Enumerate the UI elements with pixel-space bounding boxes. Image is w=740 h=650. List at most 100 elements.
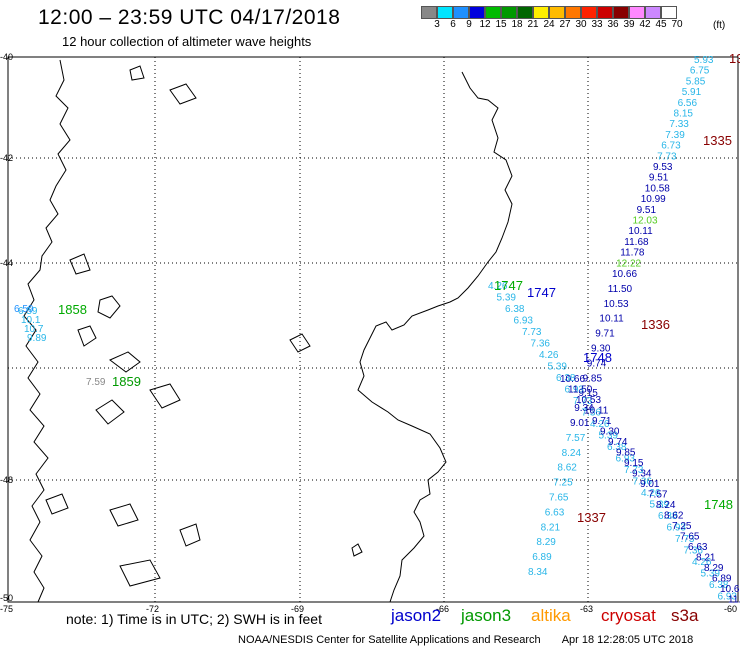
track-value: 9.71 <box>592 416 612 427</box>
colorbar-label: 30 <box>575 19 587 30</box>
track-value: 8.21 <box>696 553 716 564</box>
track-value: 9.01 <box>570 418 590 429</box>
colorbar-label: 42 <box>639 19 651 30</box>
track-value: 12.22 <box>616 258 641 269</box>
mission-altika: altika <box>531 606 571 625</box>
track-value: 4.26 <box>488 281 508 292</box>
track-value: 8.24 <box>562 448 582 459</box>
track-value: 9.74 <box>587 358 607 369</box>
track-value: 9.89 <box>27 333 47 344</box>
track-value: 10.1 <box>21 315 41 326</box>
track-value: 10.66 <box>560 374 585 385</box>
track-value: 7.36 <box>531 339 551 350</box>
colorbar-swatch <box>597 6 613 19</box>
track-value: 9.51 <box>637 205 657 216</box>
colorbar-label: 39 <box>623 19 635 30</box>
track-value: 6.38 <box>607 442 627 453</box>
pass-label: 1336 <box>641 317 670 332</box>
track-value: 6.38 <box>709 580 729 591</box>
track-value: 7.25 <box>553 478 573 489</box>
colorbar-unit: (ft) <box>713 20 726 31</box>
track-value: 9.74 <box>608 437 628 448</box>
track-value: 7.36 <box>633 477 653 488</box>
colorbar-label: 33 <box>591 19 603 30</box>
lon-label: -69 <box>291 604 304 614</box>
track-value: 7.36 <box>582 408 602 419</box>
pass-label: 1859 <box>112 374 141 389</box>
colorbar-label: 24 <box>543 19 555 30</box>
lon-label: -75 <box>0 604 13 614</box>
mission-s3a: s3a <box>671 606 699 625</box>
track-value: 9.51 <box>649 173 669 184</box>
colorbar-swatch <box>501 6 517 19</box>
islands <box>45 65 363 587</box>
track-value: 8.34 <box>528 567 548 578</box>
colorbar-swatch <box>565 6 581 19</box>
track-value: 4.26 <box>539 350 559 361</box>
lon-label: -66 <box>436 604 449 614</box>
track-value: 6.93 <box>616 454 636 465</box>
pass-label: 1337 <box>577 510 606 525</box>
track-value: 6.93 <box>667 523 687 534</box>
track-value: 7.73 <box>522 327 542 338</box>
track-value: 10.11 <box>584 406 609 417</box>
colorbar-label: 21 <box>527 19 539 30</box>
track-value: 7.65 <box>680 532 700 543</box>
track-value: 7.73 <box>573 396 593 407</box>
credit-footer: NOAA/NESDIS Center for Satellite Applica… <box>238 634 693 646</box>
colorbar-label: 27 <box>559 19 571 30</box>
track-value: 5.93 <box>694 55 714 66</box>
pass-label: 1335 <box>703 133 732 148</box>
track-value: 8.24 <box>656 500 676 511</box>
track-value: 6.93 <box>565 385 585 396</box>
track-value: 7.36 <box>684 546 704 557</box>
track-value: 5.39 <box>548 362 568 373</box>
colorbar-label: 9 <box>466 19 472 30</box>
colorbar-label: 15 <box>495 19 507 30</box>
track-value: 8.21 <box>541 522 561 533</box>
mission-cryosat: cryosat <box>601 606 656 625</box>
track-value: 10.58 <box>645 183 670 194</box>
pass-label: 1747 <box>527 285 556 300</box>
graticule <box>8 57 738 602</box>
pass-label: 13 <box>729 51 740 66</box>
track-value: 5.85 <box>686 76 706 87</box>
colorbar-label: 3 <box>434 19 440 30</box>
track-value: 9.85 <box>616 448 636 459</box>
map-subtitle: 12 hour collection of altimeter wave hei… <box>62 34 312 49</box>
track-value: 6.89 <box>532 552 552 563</box>
track-value: 4.26 <box>590 419 610 430</box>
colorbar-swatch <box>661 6 677 19</box>
track-value: 9.34 <box>632 469 652 480</box>
track-value: 6.38 <box>505 304 525 315</box>
track-value: 10.66 <box>612 269 637 280</box>
track-value: 11.68 <box>624 237 649 248</box>
track-value: 10.99 <box>641 194 666 205</box>
map-frame <box>7 56 739 603</box>
colorbar-swatch <box>421 6 437 19</box>
track-value: 7.33 <box>669 119 689 130</box>
mission-jason3: jason3 <box>461 606 512 625</box>
pass-label: 1748 <box>583 350 612 365</box>
colorbar-label: 36 <box>607 19 619 30</box>
colorbar-swatch <box>437 6 453 19</box>
wave-height-colorbar: 3 6 9 12 15 18 21 24 27 30 33 36 39 42 45 70 (ft) <box>421 6 725 31</box>
track-value: 6.59 <box>18 306 38 317</box>
track-value: 7.59 <box>86 377 106 388</box>
track-value: 6.56 <box>678 98 698 109</box>
track-value: 9.85 <box>583 373 603 384</box>
lon-label: -72 <box>146 604 159 614</box>
pass-label: 1747 <box>494 278 523 293</box>
track-value: 7.39 <box>665 130 685 141</box>
track-value: 8.29 <box>704 563 724 574</box>
track-value: 5.39 <box>701 569 721 580</box>
track-value: 9.30 <box>591 344 611 355</box>
track-value: 6.63 <box>688 542 708 553</box>
track-value: 7.65 <box>549 493 569 504</box>
track-value: 11.50 <box>728 595 740 606</box>
track-value: 9.71 <box>595 329 615 340</box>
lat-label: -50 <box>0 593 13 603</box>
track-value: 7.73 <box>624 465 644 476</box>
track-value: 4.26 <box>692 557 712 568</box>
